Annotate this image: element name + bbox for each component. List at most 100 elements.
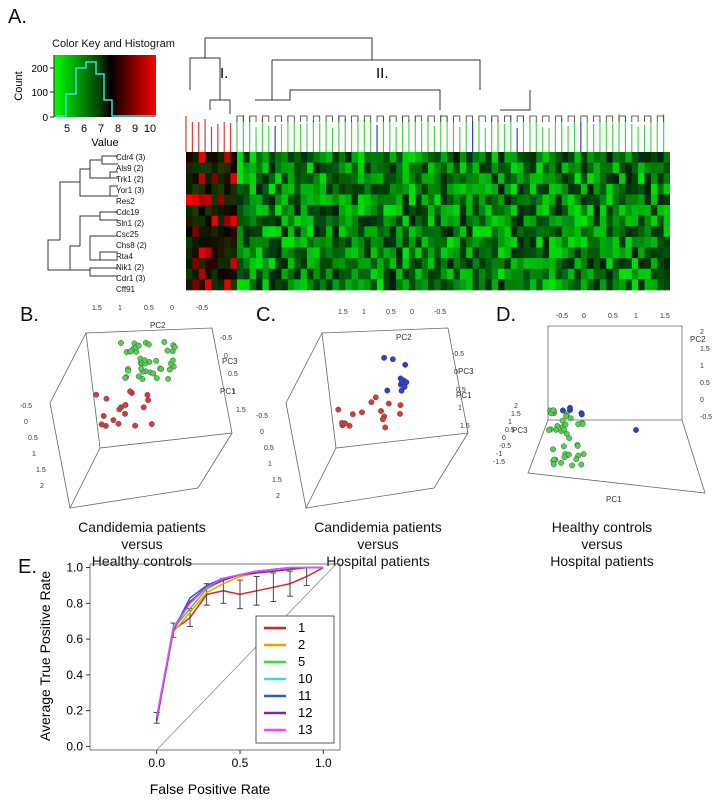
heatmap-cell xyxy=(421,215,429,227)
heatmap-cell xyxy=(580,205,588,216)
heatmap-cell xyxy=(383,183,391,195)
heatmap-cell xyxy=(619,194,626,206)
heatmap-cell xyxy=(307,162,314,174)
heatmap-cell xyxy=(287,173,295,185)
heatmap-cell xyxy=(491,279,499,291)
heatmap-cell xyxy=(453,173,461,185)
heatmap-cell xyxy=(472,226,480,238)
heatmap-cell xyxy=(377,247,384,259)
heatmap-cell xyxy=(300,152,308,163)
key-xtick: 7 xyxy=(98,123,104,135)
heatmap-cell xyxy=(478,173,486,185)
heatmap-cell xyxy=(345,194,352,206)
heatmap-cell xyxy=(377,258,384,270)
heatmap-cell xyxy=(593,258,601,270)
heatmap-cell xyxy=(549,226,556,238)
heatmap-cell xyxy=(510,152,518,163)
heatmap-cell xyxy=(357,236,365,248)
heatmap-cell xyxy=(345,183,352,195)
heatmap-cell xyxy=(421,162,429,174)
heatmap-cell xyxy=(555,173,563,185)
heatmap-cell xyxy=(638,279,645,291)
heatmap-cell xyxy=(230,173,238,185)
heatmap-cell xyxy=(631,215,639,227)
heatmap-cell xyxy=(580,173,588,185)
pca-point xyxy=(153,375,160,382)
heatmap-cell xyxy=(466,152,473,163)
heatmap-cell xyxy=(574,162,582,174)
heatmap-cell xyxy=(345,173,352,185)
heatmap-cell xyxy=(498,226,505,238)
heatmap-cell xyxy=(268,152,276,163)
heatmap-cell xyxy=(638,152,645,163)
heatmap-cell xyxy=(650,226,658,238)
heatmap-cell xyxy=(364,215,371,227)
heatmap-cell xyxy=(606,183,613,195)
heatmap-cell xyxy=(529,173,537,185)
heatmap-cell xyxy=(307,236,314,248)
dendrogram-branch xyxy=(351,115,359,122)
heatmap-cell xyxy=(281,162,289,174)
heatmap-cell xyxy=(402,162,410,174)
pca-point xyxy=(359,409,365,416)
heatmap-cell xyxy=(619,215,626,227)
heatmap-cell xyxy=(408,205,416,216)
heatmap-cell xyxy=(523,162,531,174)
heatmap-cell xyxy=(256,152,263,163)
pca-tick-label: 0 xyxy=(410,309,414,316)
heatmap-cell xyxy=(587,247,594,259)
heatmap-cell xyxy=(466,173,473,185)
heatmap-cell xyxy=(485,152,492,163)
heatmap-cell xyxy=(619,279,626,291)
heatmap-cell xyxy=(510,247,518,259)
dendrogram-branch xyxy=(453,115,461,122)
heatmap-cell xyxy=(415,215,422,227)
heatmap-cell xyxy=(332,226,340,238)
heatmap-cell xyxy=(326,162,333,174)
pca-point xyxy=(140,404,147,411)
heatmap-cell xyxy=(485,173,492,185)
heatmap-cell xyxy=(542,247,550,259)
heatmap-cell xyxy=(319,268,327,280)
heatmap-cell xyxy=(453,258,461,270)
pca-point xyxy=(122,410,128,417)
heatmap-cell xyxy=(364,173,371,185)
heatmap-cell xyxy=(638,247,645,259)
heatmap-cell xyxy=(593,205,601,216)
heatmap-cell xyxy=(593,152,601,163)
heatmap-cell xyxy=(262,226,270,238)
heatmap-cell xyxy=(657,258,664,270)
heatmap-cell xyxy=(599,162,607,174)
heatmap-cell xyxy=(657,194,664,206)
heatmap-cell xyxy=(625,173,633,185)
heatmap-cell xyxy=(249,152,257,163)
heatmap-cell xyxy=(319,215,327,227)
heatmap-cell xyxy=(491,215,499,227)
heatmap-cell xyxy=(332,162,340,174)
heatmap-cell xyxy=(345,247,352,259)
heatmap-cell xyxy=(555,183,563,195)
pca-point xyxy=(144,392,151,398)
pca-point xyxy=(559,417,566,424)
heatmap-cell xyxy=(657,268,664,280)
heatmap-cell xyxy=(599,268,607,280)
heatmap-cell xyxy=(268,247,276,259)
heatmap-cell xyxy=(650,205,658,216)
heatmap-cell xyxy=(542,183,550,195)
heatmap-cell xyxy=(644,268,652,280)
heatmap-cell xyxy=(281,173,289,185)
heatmap-cell xyxy=(243,205,250,216)
pca-plot-d xyxy=(527,325,706,494)
heatmap-cell xyxy=(549,268,556,280)
heatmap-cell xyxy=(332,152,340,163)
heatmap-cell xyxy=(211,173,219,185)
heatmap-cell xyxy=(205,173,212,185)
heatmap-cell xyxy=(389,236,397,248)
heatmap-cell xyxy=(523,247,531,259)
heatmap-cell xyxy=(536,279,543,291)
heatmap-cell xyxy=(657,215,664,227)
heatmap-cell xyxy=(351,258,359,270)
dendrogram-leaves xyxy=(185,114,665,152)
heatmap-cell xyxy=(599,247,607,259)
heatmap-cell xyxy=(319,279,327,291)
